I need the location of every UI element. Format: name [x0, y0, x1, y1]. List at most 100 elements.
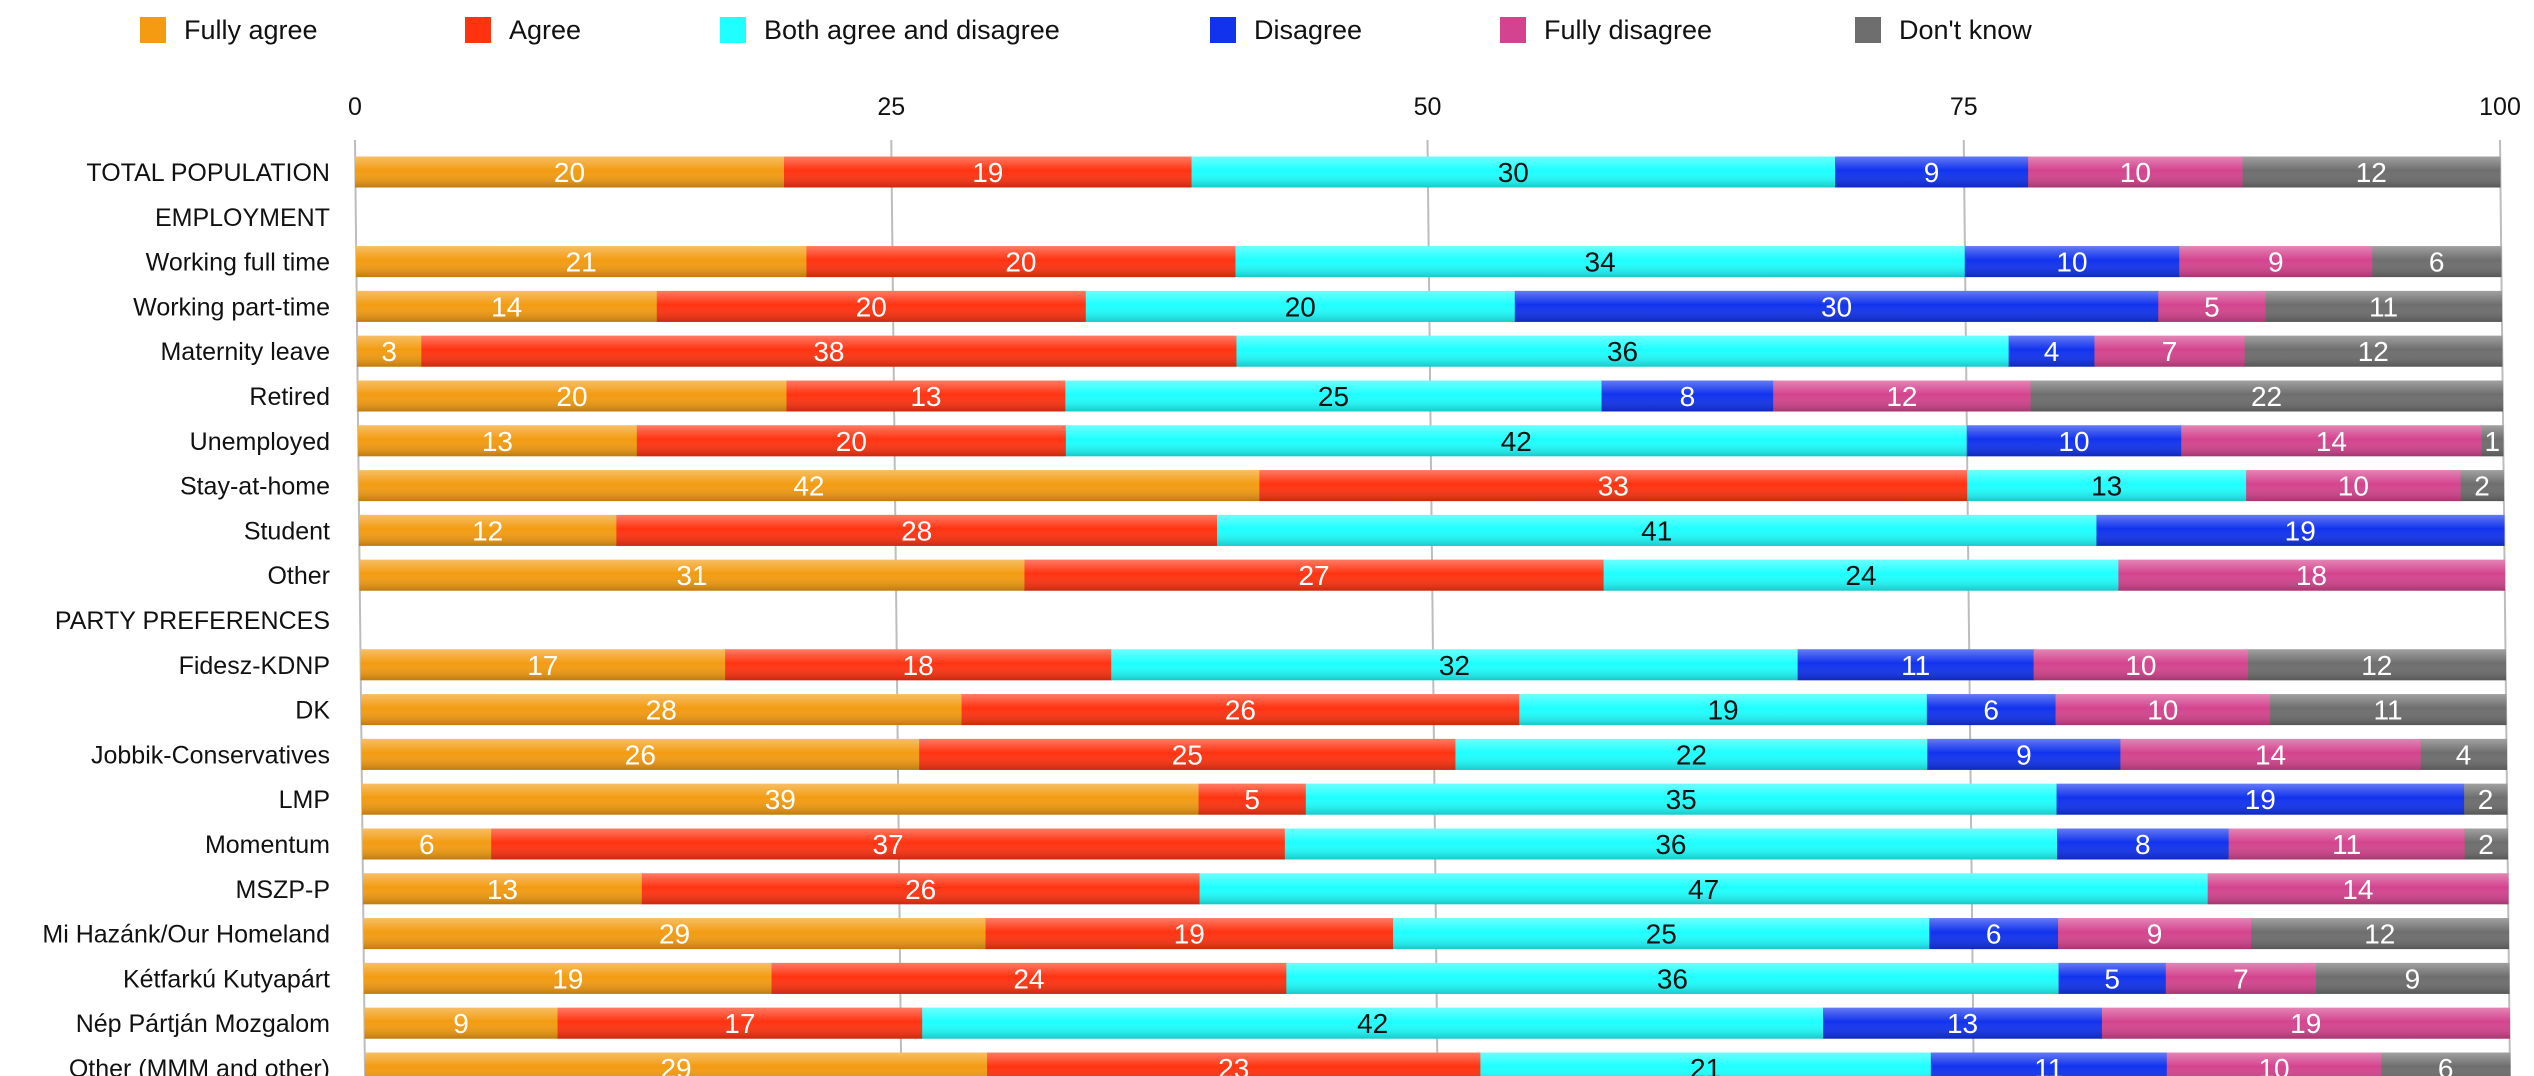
bar-segment-shading	[2270, 694, 2507, 726]
bar-segment-shading	[1393, 918, 1930, 950]
data-label: 14	[2342, 874, 2373, 905]
bar-segment-shading	[1966, 425, 2182, 457]
category-label: Momentum	[205, 831, 330, 859]
data-label: 37	[872, 829, 903, 860]
bar-segment-shading	[1284, 828, 2058, 860]
section-header: PARTY PREFERENCES	[55, 607, 330, 635]
bar-segment-shading	[1601, 380, 1774, 412]
data-label: 17	[527, 650, 558, 681]
bar-segment-shading	[771, 962, 1287, 994]
bar-segment-shading	[365, 1052, 988, 1076]
bar-segment-shading	[1305, 783, 2058, 815]
data-label: 12	[1886, 381, 1917, 412]
bar-segment-shading	[806, 246, 1236, 278]
data-label: 42	[793, 471, 824, 502]
bar-row: 19 24 36 5 7 9	[364, 962, 2510, 994]
bar-segment-shading	[2464, 783, 2508, 815]
x-axis-ticks: 0 25 50 75 100	[348, 93, 2521, 121]
data-label: 24	[1845, 560, 1876, 591]
bar-segment-shading	[656, 290, 1087, 322]
data-label: 9	[453, 1008, 469, 1039]
data-label: 10	[2058, 426, 2089, 457]
data-label: 22	[1676, 739, 1707, 770]
x-tick-label: 50	[1414, 93, 1442, 121]
bar-segment-shading	[786, 380, 1066, 412]
data-label: 12	[2364, 919, 2395, 950]
category-label: Jobbik-Conservatives	[91, 741, 330, 769]
data-label: 5	[2204, 291, 2220, 322]
bar-segment-shading	[2246, 470, 2462, 502]
category-label: Other	[267, 562, 330, 590]
bar-segment-shading	[2166, 1052, 2382, 1076]
data-label: 20	[556, 381, 587, 412]
data-label: 22	[2251, 381, 2282, 412]
bar-segment-shading	[641, 873, 1201, 905]
bar-segment-shading	[360, 649, 726, 681]
bar-row: 21 20 34 10 9 6	[356, 246, 2502, 278]
bar-segment-shading	[2057, 828, 2230, 860]
category-label: DK	[295, 697, 330, 725]
data-label: 42	[1357, 1008, 1388, 1039]
category-label: Working full time	[146, 249, 330, 277]
legend-item: Fully disagree	[1500, 10, 1712, 50]
bar-row: 29 19 25 6 9 12	[363, 918, 2509, 950]
bar-segment-shading	[1198, 783, 1307, 815]
section-header: EMPLOYMENT	[155, 204, 330, 232]
bar-segment-shading	[1480, 1052, 1932, 1076]
bar-segment-shading	[2420, 738, 2507, 770]
legend-swatch	[720, 17, 746, 43]
x-tick-label: 0	[348, 93, 362, 121]
data-label: 18	[903, 650, 934, 681]
data-label: 12	[2356, 157, 2387, 188]
data-label: 2	[2478, 784, 2494, 815]
category-label: Stay-at-home	[180, 473, 330, 501]
data-label: 24	[1013, 963, 1044, 994]
bar-segment-shading	[364, 962, 773, 994]
data-label: 11	[2369, 291, 2398, 322]
bar-segment-shading	[1199, 873, 2209, 905]
bar-segment-shading	[2460, 470, 2504, 502]
data-label: 8	[2135, 829, 2151, 860]
legend-item: Agree	[465, 10, 581, 50]
data-label: 20	[1005, 247, 1036, 278]
bar-row: 13 26 47 14	[363, 873, 2509, 905]
bar-segment-shading	[1603, 559, 2119, 591]
category-label: Kétfarkú Kutyapárt	[123, 965, 330, 993]
bar-segment-shading	[2033, 649, 2249, 681]
bar-segment-shading	[2372, 246, 2502, 278]
category-label: Unemployed	[190, 428, 330, 456]
bar-segment-shading	[784, 156, 1193, 188]
data-label: 29	[660, 1053, 691, 1076]
x-tick-label: 75	[1950, 93, 1978, 121]
data-label: 13	[2091, 471, 2122, 502]
bar-segment-shading	[2056, 783, 2465, 815]
bar-segment-shading	[2055, 694, 2271, 726]
data-label: 10	[2120, 157, 2151, 188]
data-label: 19	[2245, 784, 2276, 815]
data-label: 25	[1646, 919, 1677, 950]
bar-segment-shading	[1236, 335, 2010, 367]
bar-segment-shading	[361, 738, 920, 770]
data-label: 14	[491, 291, 522, 322]
data-label: 11	[1901, 650, 1930, 681]
bar-segment-shading	[1926, 694, 2057, 726]
legend-label: Fully disagree	[1544, 14, 1713, 45]
legend-item: Both agree and disagree	[720, 10, 1060, 50]
category-label: Working part-time	[133, 293, 330, 321]
bar-segment-shading	[1823, 1007, 2103, 1039]
bar-segment-shading	[2101, 1007, 2510, 1039]
bar-segment-shading	[2165, 962, 2317, 994]
data-label: 12	[472, 515, 503, 546]
data-label: 12	[2361, 650, 2392, 681]
bar-segment-shading	[357, 380, 787, 412]
data-label: 47	[1688, 874, 1719, 905]
bar-segment-shading	[358, 425, 638, 457]
bar-row: 17 18 32 11 10 12	[360, 649, 2506, 681]
data-label: 2	[2478, 829, 2494, 860]
data-label: 9	[2405, 963, 2421, 994]
bar-segment-shading	[2058, 962, 2167, 994]
data-label: 31	[676, 560, 707, 591]
data-label: 42	[1501, 426, 1532, 457]
